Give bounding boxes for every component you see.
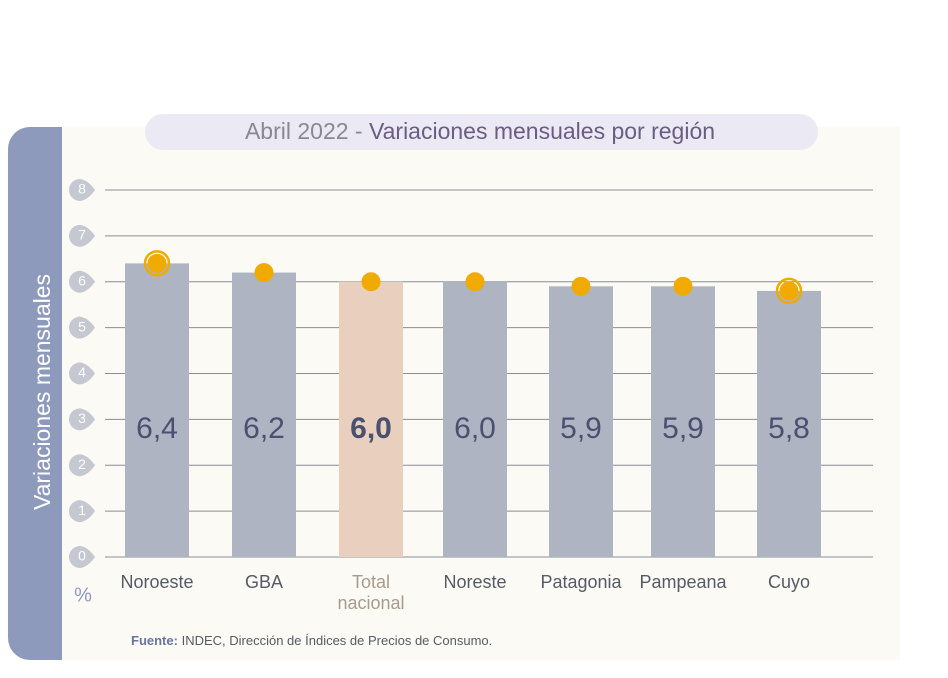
chart-title: Abril 2022 - Variaciones mensuales por r…: [245, 118, 715, 144]
value-label: 5,8: [768, 412, 810, 445]
y-tick-label: 1: [78, 502, 86, 518]
bar: [125, 263, 189, 557]
y-tick-label: 2: [78, 456, 86, 472]
bar: [232, 272, 296, 557]
value-label: 6,4: [136, 412, 178, 445]
tick-badge: [69, 362, 95, 385]
marker: [673, 276, 693, 296]
y-axis-title: Variaciones mensuales: [29, 274, 55, 510]
y-tick-label: 5: [78, 318, 86, 334]
value-label: 6,0: [454, 412, 496, 445]
y-tick-label: 7: [78, 227, 86, 243]
value-label: 5,9: [662, 412, 704, 445]
tick-badge: [69, 316, 95, 339]
value-label: 6,2: [243, 412, 285, 445]
marker: [147, 253, 167, 273]
marker: [465, 272, 485, 292]
marker: [361, 272, 381, 292]
x-tick-label: Cuyo: [767, 572, 811, 592]
value-label: 5,9: [560, 412, 602, 445]
x-tick-label: Noreste: [443, 572, 507, 592]
marker: [571, 276, 591, 296]
x-tick-label: Patagonia: [540, 572, 622, 592]
source: Fuente: INDEC, Dirección de Índices de P…: [131, 633, 492, 648]
value-label: 6,0: [350, 412, 392, 445]
y-tick-label: 0: [78, 548, 86, 564]
marker: [779, 281, 799, 301]
bar: [443, 281, 507, 557]
y-tick-label: 8: [78, 181, 86, 197]
bar: [651, 286, 715, 557]
marker-ring: [775, 277, 803, 305]
tick-badge: [69, 546, 95, 568]
title-pill: [145, 114, 818, 150]
tick-badge: [69, 270, 95, 293]
marker: [254, 263, 274, 283]
bar: [549, 286, 613, 557]
y-tick-label: 3: [78, 410, 86, 426]
y-tick-label: 4: [78, 364, 86, 380]
unit-label: %: [74, 584, 92, 606]
x-tick-label: Total nacional: [337, 572, 405, 613]
tick-badge: [69, 179, 95, 201]
x-tick-label: GBA: [244, 572, 284, 592]
x-tick-label: Pampeana: [639, 572, 727, 592]
bar: [339, 281, 403, 557]
marker-ring: [143, 250, 171, 277]
tick-badge: [69, 454, 95, 477]
tick-badge: [69, 500, 95, 523]
x-tick-label: Noroeste: [120, 572, 194, 592]
bar: [757, 290, 821, 557]
tick-badge: [69, 224, 95, 247]
y-tick-label: 6: [78, 272, 86, 288]
tick-badge: [69, 408, 95, 431]
